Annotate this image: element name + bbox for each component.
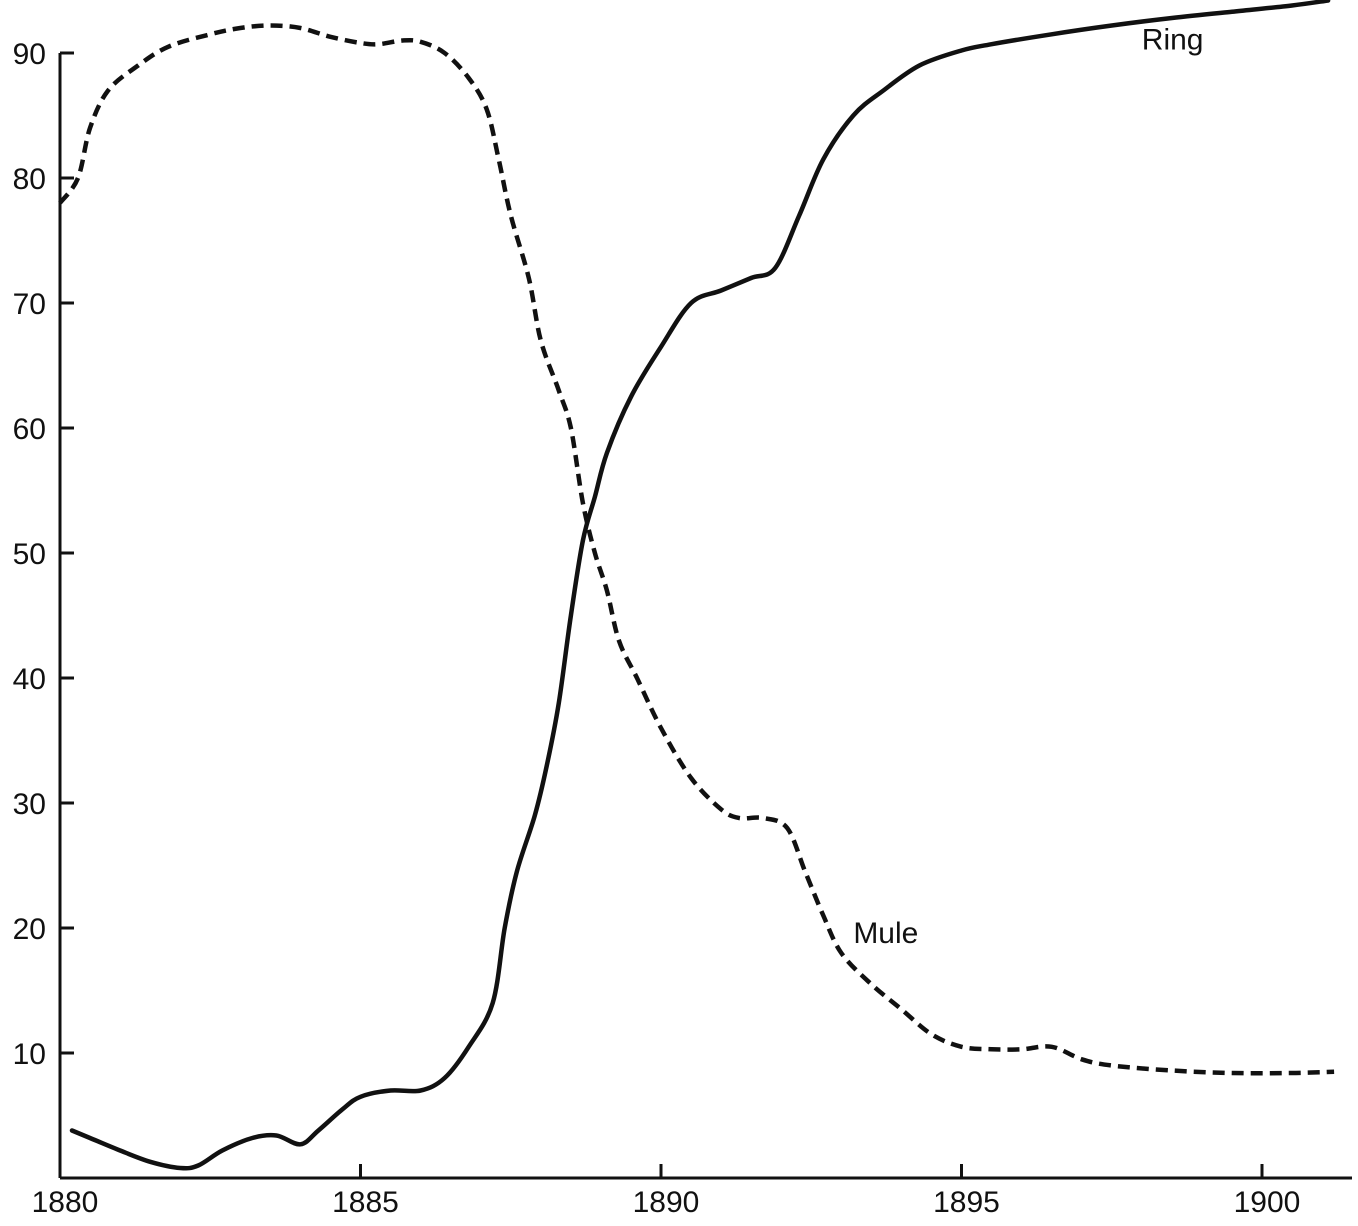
labels: 10 20 30 40 50 60 70 80 90 1880 1885 1890 1895 1900 Ri… bbox=[13, 23, 1301, 1219]
x-tick-label: 1880 bbox=[32, 1186, 99, 1219]
series-label-mule: Mule bbox=[853, 917, 918, 950]
x-tick-label: 1890 bbox=[633, 1186, 700, 1219]
y-tick-label: 80 bbox=[13, 163, 46, 196]
series-line-mule bbox=[58, 23, 1335, 1076]
series-layer bbox=[58, 0, 1335, 1171]
y-tick-label: 90 bbox=[13, 38, 46, 71]
series-label-ring: Ring bbox=[1142, 23, 1204, 56]
x-tick-label: 1895 bbox=[933, 1186, 1000, 1219]
y-tick-label: 40 bbox=[13, 663, 46, 696]
x-tick-label: 1900 bbox=[1234, 1186, 1301, 1219]
x-tick-label: 1885 bbox=[332, 1186, 399, 1219]
series-line-ring bbox=[69, 0, 1331, 1171]
y-tick-label: 60 bbox=[13, 413, 46, 446]
axes bbox=[58, 51, 1352, 1180]
y-tick-label: 30 bbox=[13, 788, 46, 821]
y-tick-label: 20 bbox=[13, 913, 46, 946]
y-tick-label: 50 bbox=[13, 538, 46, 571]
y-tick-label: 10 bbox=[13, 1038, 46, 1071]
y-tick-label: 70 bbox=[13, 288, 46, 321]
